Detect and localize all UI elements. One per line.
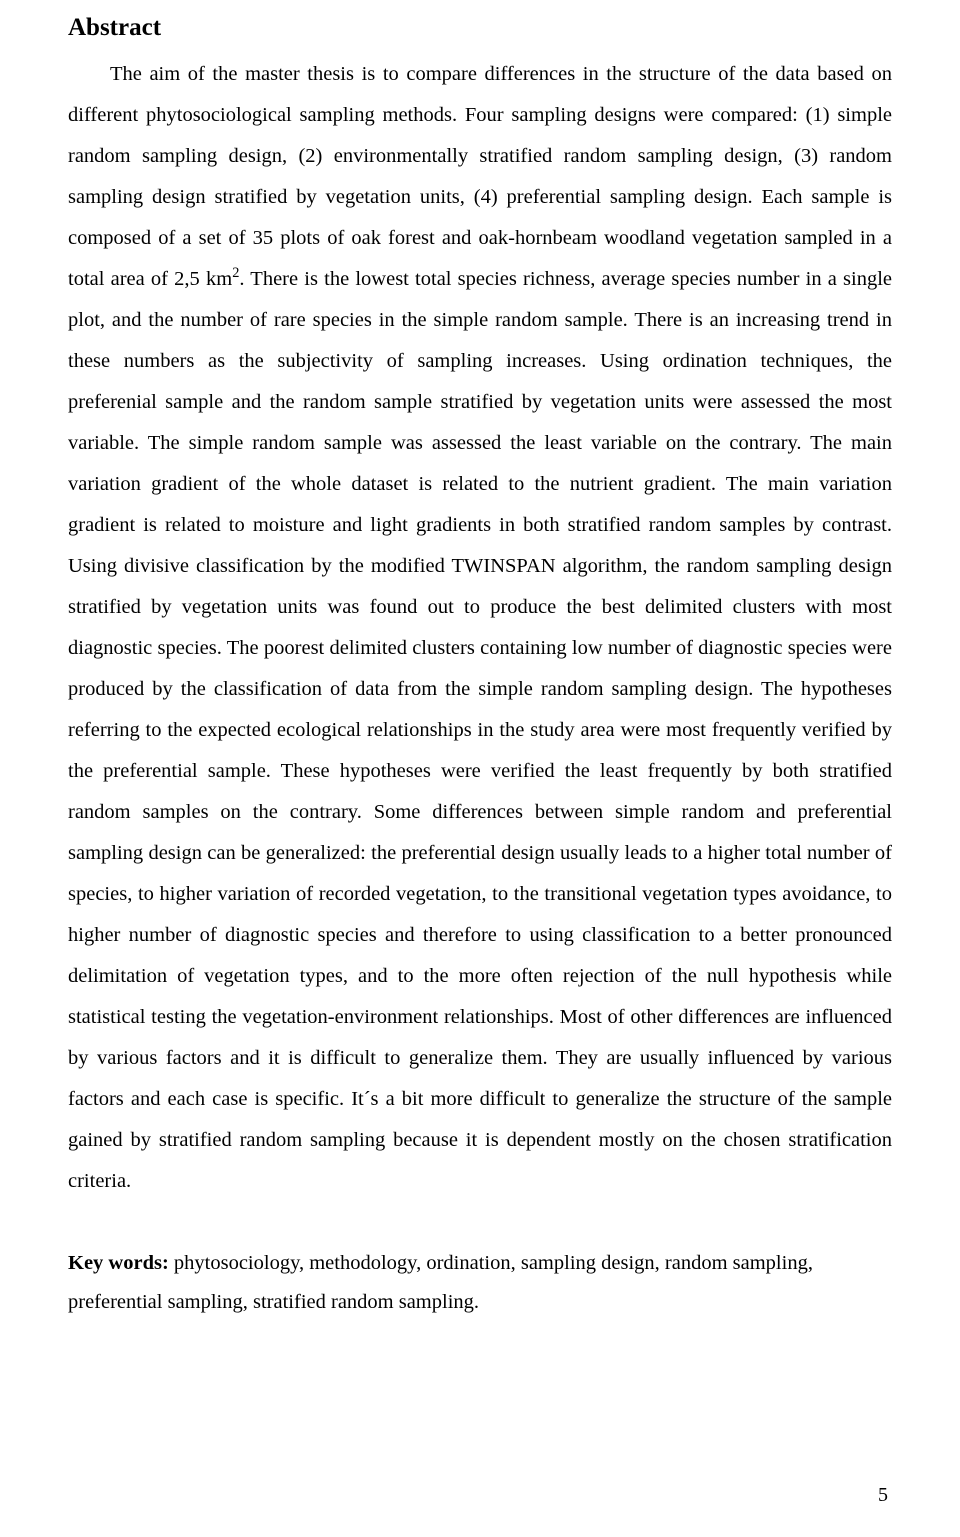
abstract-heading: Abstract — [68, 8, 892, 48]
keywords-text: phytosociology, methodology, ordination,… — [68, 1252, 813, 1313]
keywords-block: Key words: phytosociology, methodology, … — [68, 1244, 892, 1322]
page-number: 5 — [878, 1475, 888, 1515]
document-page: Abstract The aim of the master thesis is… — [0, 0, 960, 1537]
abstract-body-post: . There is the lowest total species rich… — [68, 268, 892, 1192]
abstract-body-pre: The aim of the master thesis is to compa… — [68, 63, 892, 290]
abstract-body: The aim of the master thesis is to compa… — [68, 54, 892, 1202]
keywords-label: Key words: — [68, 1252, 169, 1274]
